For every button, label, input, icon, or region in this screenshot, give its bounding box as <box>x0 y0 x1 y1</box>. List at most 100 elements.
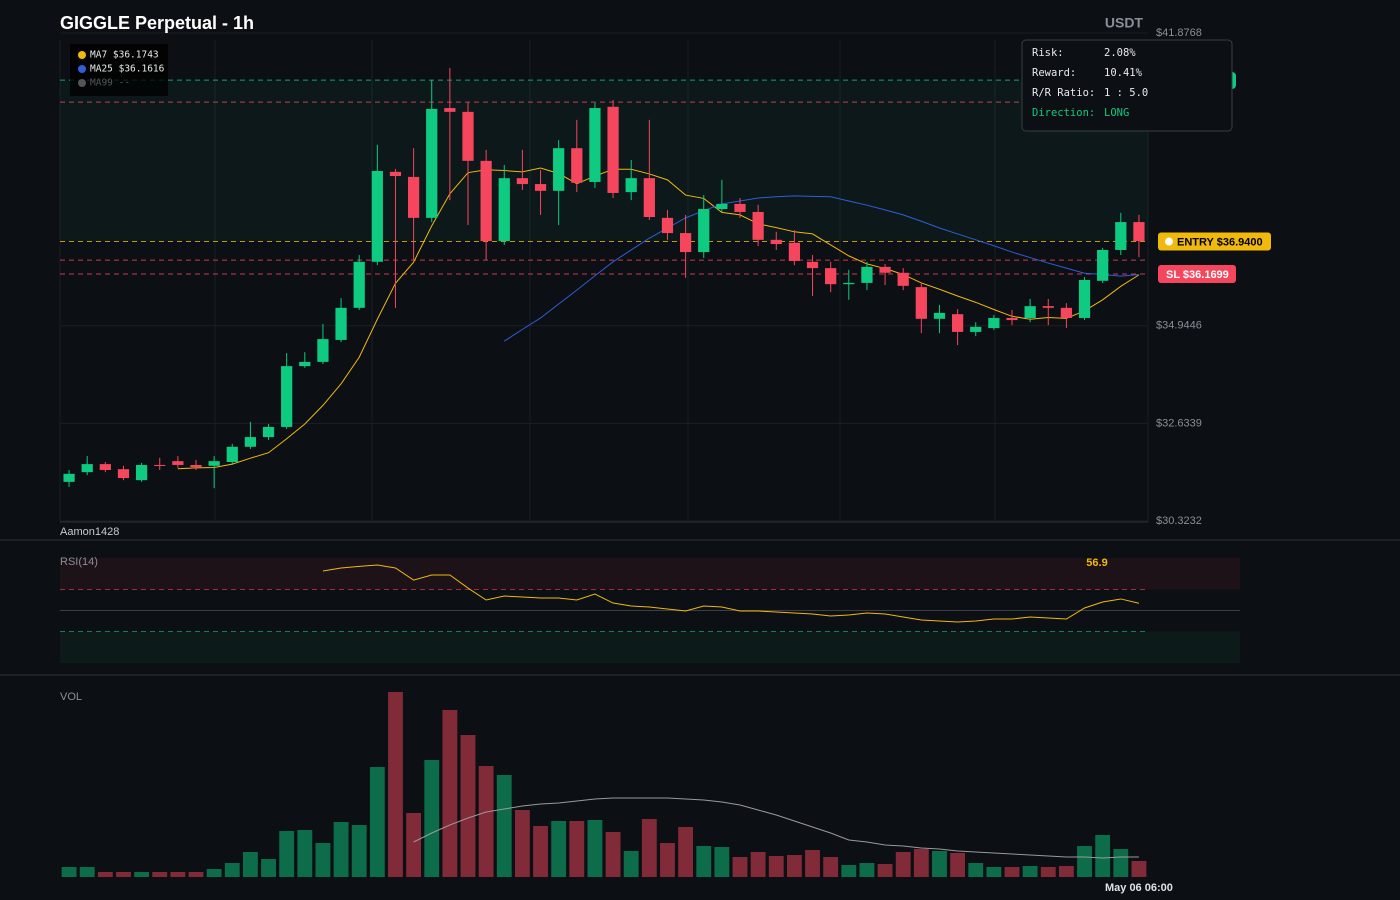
candle-body <box>353 261 365 308</box>
candle-body <box>299 361 311 367</box>
rsi-overbought-zone <box>60 558 1240 590</box>
candle-body <box>407 176 420 218</box>
level-tag-dot <box>1165 237 1173 246</box>
ma-line <box>503 195 1139 342</box>
candle-body <box>1115 222 1127 250</box>
candle-body <box>915 287 927 319</box>
info-value: 2.08% <box>1104 47 1136 59</box>
volume-bar <box>950 853 966 877</box>
candle-body <box>770 239 782 245</box>
volume-bar <box>895 852 911 877</box>
candle-body <box>951 314 964 332</box>
candle-body <box>788 242 801 261</box>
profit-zone <box>60 80 1148 242</box>
volume-bar <box>1113 849 1129 877</box>
info-value: 10.41% <box>1104 67 1143 79</box>
rsi-oversold-zone <box>60 631 1240 663</box>
candle-body <box>154 464 166 466</box>
level-label: SL $36.1699 <box>1166 269 1229 281</box>
volume-bar <box>97 872 113 877</box>
volume-bar <box>152 872 168 877</box>
volume-bar <box>79 867 95 877</box>
candle-body <box>970 326 982 332</box>
y-tick-label: $34.9446 <box>1156 320 1202 332</box>
candle-body <box>534 184 547 191</box>
candle-body <box>679 233 692 253</box>
volume-bar <box>297 830 313 877</box>
candle-body <box>172 461 184 465</box>
volume-bar <box>279 831 295 877</box>
level-label: ENTRY $36.9400 <box>1177 236 1263 248</box>
candle-body <box>625 178 637 193</box>
candle-body <box>1006 317 1018 321</box>
info-value: 1 : 5.0 <box>1104 87 1148 99</box>
level-tag <box>1158 265 1236 284</box>
volume-bar <box>587 820 603 877</box>
y-tick-label: $41.8768 <box>1156 27 1202 39</box>
volume-bar <box>333 822 349 877</box>
candle-body <box>244 437 257 447</box>
volume-bar <box>805 850 820 877</box>
volume-bar <box>533 826 548 877</box>
candle-body <box>462 111 474 161</box>
info-label: R/R Ratio: <box>1032 87 1095 99</box>
volume-bar <box>678 827 694 877</box>
candle-body <box>1060 307 1073 318</box>
volume-bar <box>1095 835 1111 877</box>
candle-body <box>988 317 1000 329</box>
candle-body <box>1024 306 1036 318</box>
candle-body <box>371 170 383 262</box>
candle-body <box>806 261 819 269</box>
volume-bar <box>351 825 367 877</box>
rsi-line <box>322 564 1140 623</box>
candle-body <box>208 461 220 466</box>
volume-bar <box>478 766 494 877</box>
volume-bar <box>823 857 839 877</box>
volume-bar <box>315 843 331 877</box>
volume-bar <box>841 865 857 877</box>
volume-bar <box>859 863 875 877</box>
main-layer <box>63 67 1145 489</box>
y-tick-label: $32.6339 <box>1156 417 1202 429</box>
legend-swatch <box>78 65 86 73</box>
info-label: Reward: <box>1032 67 1076 79</box>
candle-body <box>589 108 601 182</box>
volume-bar <box>641 819 657 877</box>
candle-body <box>643 178 655 218</box>
volume-bar <box>768 856 784 877</box>
volume-bar <box>786 855 802 877</box>
candle-body <box>389 171 402 177</box>
volume-bar <box>551 821 567 877</box>
volume-bar <box>877 864 893 877</box>
volume-bar <box>750 852 766 877</box>
volume-bar <box>1077 846 1092 877</box>
candle-body <box>698 208 710 253</box>
legend-swatch <box>78 79 86 87</box>
candle-body <box>444 108 456 112</box>
candle-body <box>607 106 619 193</box>
volume-bar <box>1022 866 1038 877</box>
info-label: Direction: <box>1032 107 1095 119</box>
volume-bar <box>496 775 512 877</box>
panel-title: VOL <box>60 691 82 703</box>
volume-bar <box>1131 861 1147 877</box>
panel-title: RSI(14) <box>60 556 98 568</box>
candle-body <box>861 266 873 283</box>
candle-body <box>879 266 891 273</box>
volume-bar <box>605 832 621 877</box>
volume-bar <box>514 810 530 877</box>
legend-label: MA25 $36.1616 <box>90 64 165 75</box>
volume-bar <box>206 869 222 877</box>
volume-bar <box>696 846 712 877</box>
info-value: LONG <box>1104 107 1129 119</box>
volume-bar <box>134 872 150 877</box>
legend-swatch <box>78 51 86 59</box>
candle-body <box>752 211 764 240</box>
volume-bar <box>714 847 730 877</box>
volume-bar <box>261 859 276 877</box>
candle-body <box>734 203 746 212</box>
candle-body <box>117 469 130 479</box>
x-tick-label: May 06 06:00 <box>1105 882 1173 894</box>
candle-body <box>825 268 837 285</box>
